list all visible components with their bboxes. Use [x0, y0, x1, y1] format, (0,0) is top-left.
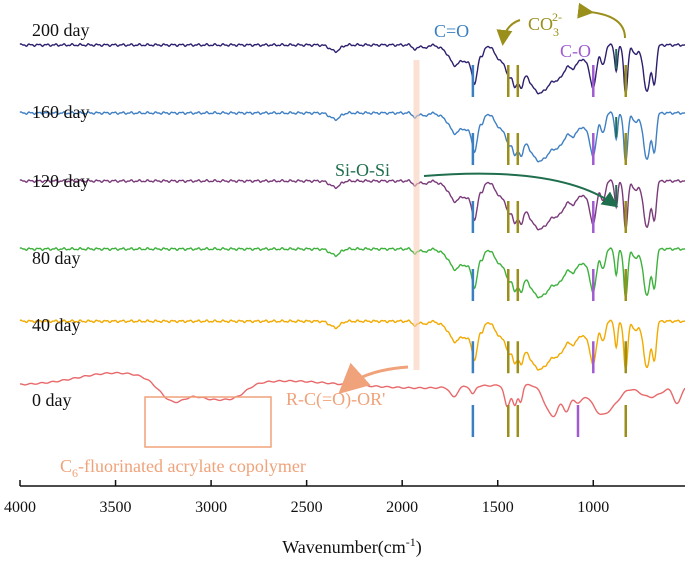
annotation-c-eq-o: C=O [434, 21, 469, 41]
x-tick-label: 1500 [482, 499, 514, 516]
spectra-group [19, 42, 685, 418]
x-ticks-group: 4000 3500 3000 2500 2000 1500 1000 [4, 480, 609, 516]
x-tick-label: 1000 [577, 499, 609, 516]
x-tick-label: 2000 [386, 499, 418, 516]
x-tick-label: 3000 [195, 499, 227, 516]
arrow-ester [338, 362, 409, 395]
annotation-copolymer: C6-fluorinated acrylate copolymer [60, 456, 306, 480]
arrow-co3-left [496, 19, 521, 46]
annotation-co3-sup: 2- [552, 10, 562, 24]
x-tick-label: 4000 [4, 499, 36, 516]
annotation-ester: R-C(=O)-OR' [286, 389, 385, 410]
series-label-80: 80 day [32, 248, 81, 268]
series-label-40: 40 day [32, 315, 81, 335]
series-line-40-day [19, 319, 685, 372]
x-axis-title: Wavenumber(cm-1) [282, 535, 422, 558]
highlight-band [413, 60, 420, 370]
annotation-c-o: C-O [560, 41, 591, 61]
x-tick-label: 3500 [100, 499, 132, 516]
series-label-200: 200 day [32, 20, 90, 40]
highlight-group [144, 49, 628, 448]
annotation-co3-sub: 3 [553, 25, 559, 39]
series-line-120-day [19, 178, 685, 231]
copolymer-region-box [144, 396, 272, 448]
series-label-0: 0 day [32, 390, 72, 410]
series-line-160-day [19, 110, 685, 163]
arrow-co3-right [577, 2, 626, 39]
arrow-si-o-si [423, 172, 619, 208]
annotation-copolymer-sub: 6 [72, 466, 78, 480]
x-axis-title-sup: -1 [406, 535, 416, 549]
annotation-si-o-si: Si-O-Si [335, 160, 390, 180]
series-label-120: 120 day [32, 171, 90, 191]
annotation-co3: CO32- [528, 10, 562, 39]
series-label-160: 160 day [32, 102, 90, 122]
x-tick-label: 2500 [291, 499, 323, 516]
series-line-200-day [19, 42, 685, 95]
series-line-80-day [19, 246, 685, 299]
